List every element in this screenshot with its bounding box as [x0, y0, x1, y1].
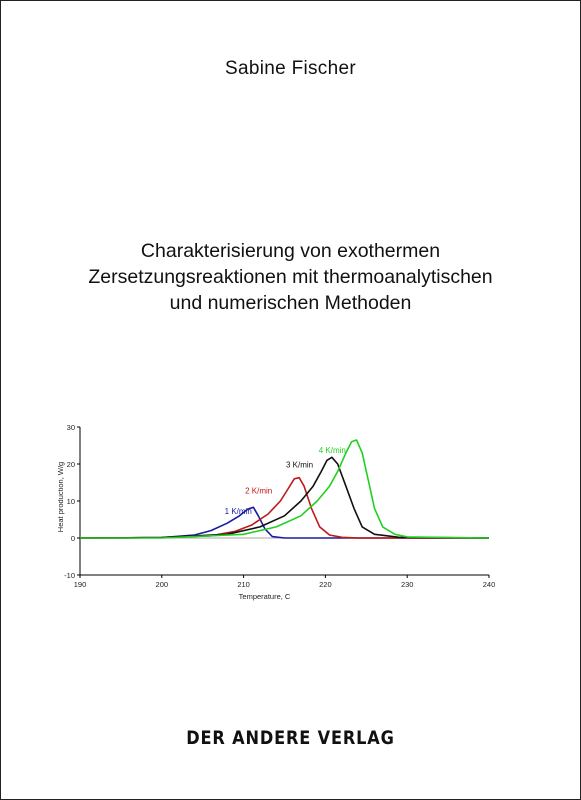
publisher-name: DER ANDERE VERLAG [186, 727, 395, 749]
book-title: Charakterisierung von exothermen Zersetz… [0, 238, 581, 316]
series-label: 3 K/min [286, 461, 313, 470]
series-label: 4 K/min [319, 446, 346, 455]
x-tick-label: 190 [74, 580, 87, 589]
y-tick-label: 10 [67, 497, 75, 506]
x-tick-label: 220 [319, 580, 332, 589]
heat-production-chart: -10 0 10 20 30 190 200 210 220 230 240 Temperature,… [58, 423, 496, 601]
series-line [79, 456, 490, 539]
title-line-1: Charakterisierung von exothermen [140, 240, 441, 262]
x-axis-label: Temperature, C [239, 592, 291, 601]
series-line [79, 476, 489, 539]
series-label: 1 K/min [225, 507, 252, 516]
x-tick-label: 240 [483, 580, 496, 589]
series-line [80, 439, 490, 539]
author-name: Sabine Fischer [225, 58, 356, 79]
y-tick-label: 30 [67, 423, 75, 432]
title-line-2: Zersetzungsreaktionen mit thermoanalytis… [88, 266, 493, 288]
x-tick-label: 230 [401, 580, 414, 589]
x-tick-label: 200 [156, 580, 169, 589]
y-tick-label: -10 [64, 571, 75, 580]
y-tick-label: 20 [67, 460, 75, 469]
series-line [79, 506, 489, 539]
series-label: 2 K/min [245, 487, 272, 496]
y-tick-label: 0 [71, 534, 75, 543]
y-axis-label: Heat production, W/g [58, 462, 65, 532]
x-tick-label: 210 [237, 580, 250, 589]
title-line-3: und numerischen Methoden [169, 292, 412, 314]
